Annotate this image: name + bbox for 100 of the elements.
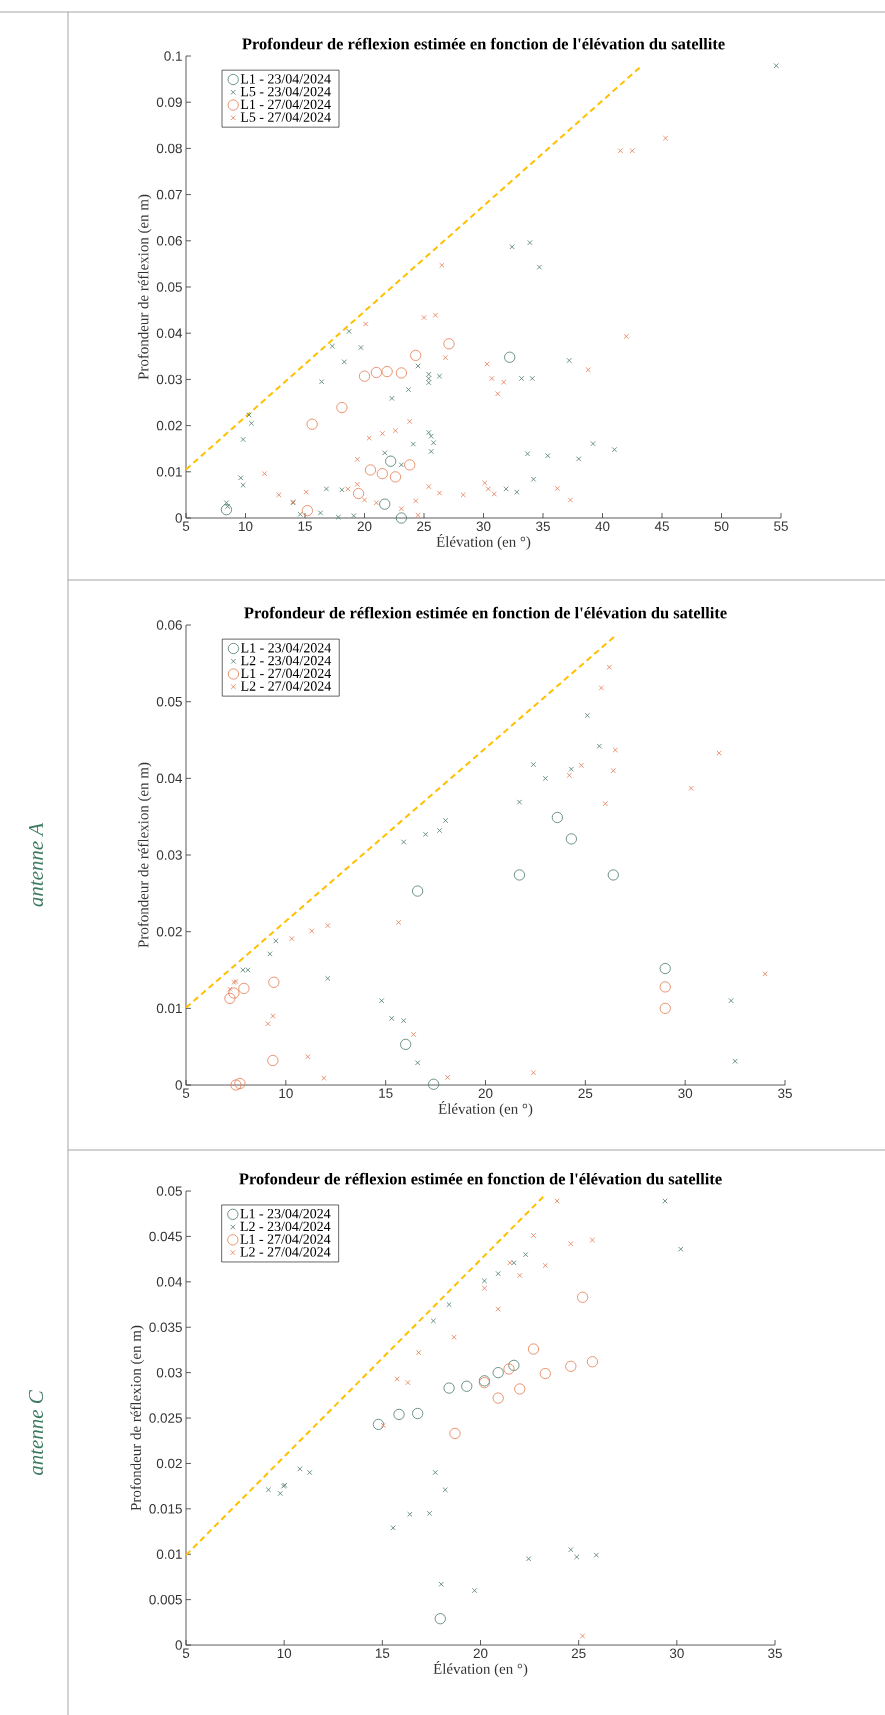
point bbox=[268, 976, 280, 988]
point bbox=[382, 450, 388, 456]
x-tick-label: 45 bbox=[654, 521, 669, 531]
point bbox=[716, 750, 722, 756]
point bbox=[265, 1021, 271, 1027]
legend-label: L1 - 27/04/2024 bbox=[240, 99, 331, 110]
point bbox=[277, 1490, 283, 1497]
y-tick-label: 0.05 bbox=[156, 696, 182, 707]
y-tick-label: 0.06 bbox=[156, 236, 182, 246]
point bbox=[426, 1510, 433, 1517]
point bbox=[430, 1318, 437, 1324]
point bbox=[407, 418, 413, 425]
y-tick-label: 0.02 bbox=[156, 1458, 182, 1469]
point bbox=[319, 379, 325, 385]
point bbox=[527, 1343, 540, 1355]
point bbox=[589, 1237, 596, 1243]
y-tick-label: 0.02 bbox=[156, 420, 182, 431]
point bbox=[484, 361, 490, 367]
y-axis-title: Profondeur de réflexion (en m) bbox=[137, 194, 152, 380]
point bbox=[410, 1031, 417, 1038]
y-tick-label: 0 bbox=[175, 513, 182, 523]
point bbox=[426, 375, 432, 382]
point bbox=[542, 1262, 548, 1269]
point bbox=[358, 370, 371, 382]
point bbox=[346, 328, 352, 335]
point bbox=[400, 1038, 412, 1050]
point bbox=[612, 747, 618, 753]
point bbox=[577, 1291, 589, 1303]
y-tick-label: 0.04 bbox=[156, 1277, 183, 1287]
x-tick-label: 35 bbox=[768, 1648, 782, 1659]
point bbox=[265, 1487, 272, 1493]
point bbox=[317, 510, 324, 516]
y-axis-title: Profondeur de réflexion (en m) bbox=[137, 762, 152, 948]
point bbox=[381, 365, 393, 378]
point bbox=[421, 314, 427, 321]
legend-label: L5 - 27/04/2024 bbox=[240, 112, 331, 122]
y-tick-label: 0.05 bbox=[156, 1186, 182, 1196]
point bbox=[358, 344, 364, 351]
point bbox=[413, 498, 419, 504]
point bbox=[405, 1379, 411, 1386]
x-tick-label: 10 bbox=[239, 521, 253, 532]
point bbox=[678, 1246, 684, 1252]
point bbox=[363, 321, 369, 327]
point bbox=[426, 379, 432, 386]
point bbox=[393, 1408, 405, 1420]
point bbox=[301, 505, 313, 517]
point bbox=[451, 1334, 457, 1340]
x-tick-label: 10 bbox=[279, 1088, 293, 1099]
point bbox=[565, 833, 577, 845]
point bbox=[297, 1466, 303, 1472]
point bbox=[517, 1272, 523, 1279]
point bbox=[492, 1367, 504, 1379]
point bbox=[379, 998, 385, 1004]
point bbox=[578, 762, 585, 768]
point bbox=[524, 451, 531, 457]
point bbox=[495, 1306, 501, 1312]
point bbox=[234, 1077, 246, 1090]
y-tick-label: 0 bbox=[175, 1080, 182, 1090]
point bbox=[405, 386, 412, 393]
legend-label: L2 - 23/04/2024 bbox=[240, 1221, 331, 1232]
chart-title: Profondeur de réflexion estimée en fonction de l'élévation du satellite bbox=[242, 37, 725, 50]
point bbox=[501, 379, 507, 385]
point bbox=[303, 489, 309, 495]
point bbox=[566, 357, 572, 364]
point bbox=[513, 869, 526, 881]
y-tick-label: 0.09 bbox=[156, 97, 182, 107]
point bbox=[380, 1422, 386, 1428]
point bbox=[373, 500, 380, 506]
point bbox=[527, 240, 533, 246]
point bbox=[325, 922, 331, 929]
x-tick-label: 5 bbox=[182, 521, 190, 531]
point bbox=[230, 1079, 242, 1091]
point bbox=[523, 1251, 529, 1258]
point bbox=[352, 487, 365, 500]
point bbox=[430, 440, 437, 446]
y-tick-label: 0.01 bbox=[156, 467, 182, 477]
point bbox=[438, 1581, 444, 1587]
y-tick-label: 0.05 bbox=[156, 282, 182, 292]
point bbox=[345, 486, 351, 492]
point bbox=[503, 486, 509, 492]
point bbox=[428, 448, 434, 455]
x-tick-label: 30 bbox=[678, 1088, 693, 1099]
point bbox=[428, 433, 434, 439]
point bbox=[336, 402, 348, 414]
point bbox=[732, 1058, 738, 1064]
y-axis-title: Profondeur de réflexion (en m) bbox=[130, 1325, 144, 1511]
point bbox=[227, 986, 233, 992]
point bbox=[446, 1301, 452, 1308]
x-tick-label: 55 bbox=[774, 521, 788, 531]
point bbox=[412, 885, 424, 897]
y-tick-label: 0.06 bbox=[156, 620, 182, 630]
point bbox=[396, 919, 402, 926]
point bbox=[444, 1074, 451, 1081]
point bbox=[662, 135, 669, 141]
point bbox=[220, 504, 233, 516]
y-tick-label: 0.03 bbox=[156, 374, 182, 385]
point bbox=[568, 1547, 574, 1553]
point bbox=[240, 436, 246, 443]
point bbox=[610, 768, 616, 774]
point bbox=[607, 869, 619, 881]
